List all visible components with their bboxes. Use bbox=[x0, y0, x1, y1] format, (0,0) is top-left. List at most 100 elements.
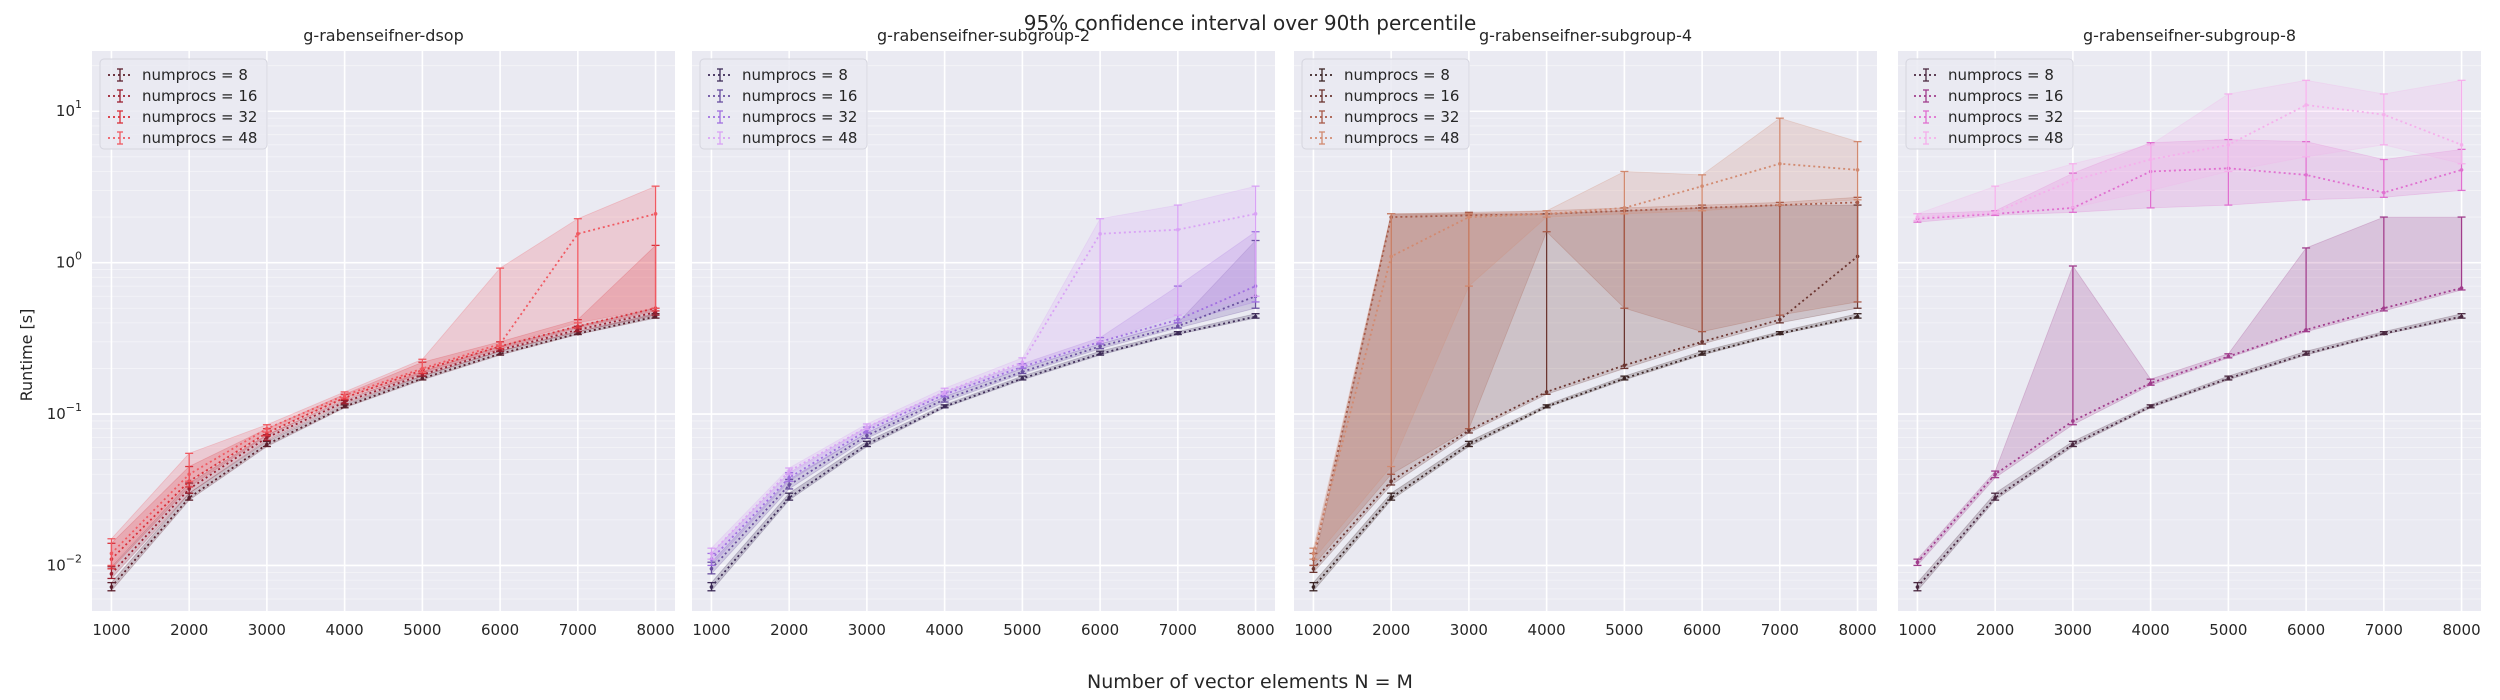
series-line bbox=[110, 213, 656, 555]
legend-label: numprocs = 16 bbox=[1948, 87, 2063, 105]
legend-label: numprocs = 16 bbox=[1344, 87, 1459, 105]
x-tick-label: 4000 bbox=[326, 621, 364, 639]
data-point bbox=[1311, 566, 1316, 571]
data-point bbox=[1389, 495, 1393, 500]
x-tick-label: 3000 bbox=[2054, 621, 2092, 639]
data-point bbox=[1176, 324, 1180, 329]
data-point bbox=[1855, 314, 1860, 319]
series-line bbox=[110, 311, 656, 575]
x-tick-label: 6000 bbox=[1081, 621, 1119, 639]
data-point bbox=[2459, 168, 2464, 172]
data-point bbox=[265, 442, 269, 447]
data-point bbox=[653, 212, 658, 216]
data-point bbox=[709, 551, 714, 556]
data-point bbox=[1915, 215, 1920, 219]
data-point bbox=[1778, 317, 1782, 322]
panel-title: g-rabenseifner-subgroup-2 bbox=[877, 26, 1090, 45]
legend-box bbox=[1301, 58, 1470, 150]
data-point bbox=[787, 475, 791, 480]
data-point bbox=[1020, 360, 1025, 364]
legend-label: numprocs = 16 bbox=[742, 87, 857, 105]
x-tick-label: 8000 bbox=[636, 621, 674, 639]
x-tick-label: 8000 bbox=[2442, 621, 2480, 639]
legend-label: numprocs = 48 bbox=[1344, 129, 1459, 147]
data-point bbox=[1855, 200, 1860, 205]
x-tick-label: 8000 bbox=[1838, 621, 1876, 639]
x-tick-label: 5000 bbox=[1605, 621, 1643, 639]
data-point bbox=[865, 425, 869, 429]
legend-label: numprocs = 8 bbox=[142, 66, 248, 84]
legend: numprocs = 8 numprocs = 16 numprocs = 32 nu… bbox=[699, 58, 868, 150]
series-line bbox=[1312, 315, 1858, 588]
data-point bbox=[576, 324, 580, 329]
data-point bbox=[2071, 442, 2075, 447]
data-point bbox=[2304, 328, 2308, 332]
legend-label: numprocs = 32 bbox=[1344, 108, 1459, 126]
data-point bbox=[1020, 370, 1025, 374]
x-tick-label: 3000 bbox=[1450, 621, 1488, 639]
data-point bbox=[787, 469, 791, 473]
x-tick-label: 3000 bbox=[248, 621, 286, 639]
panel-2: 1000 2000 3000 4000 5000 6000 7000 8000 g-rabens… bbox=[692, 26, 1275, 639]
data-point bbox=[576, 232, 580, 236]
legend: numprocs = 8 numprocs = 16 numprocs = 32 nu… bbox=[1301, 58, 1470, 150]
data-point bbox=[2304, 103, 2308, 107]
data-point bbox=[1389, 254, 1393, 259]
legend-box bbox=[1905, 58, 2074, 150]
x-tick-label: 7000 bbox=[1761, 621, 1799, 639]
data-point bbox=[2226, 354, 2231, 359]
series-line bbox=[710, 285, 1256, 560]
y-tick-exponent: 1 bbox=[75, 98, 82, 111]
legend-label: numprocs = 8 bbox=[1344, 66, 1450, 84]
legend-label: numprocs = 8 bbox=[742, 66, 848, 84]
data-point bbox=[2459, 286, 2464, 290]
data-point bbox=[787, 495, 791, 500]
x-tick-label: 7000 bbox=[1159, 621, 1197, 639]
data-point bbox=[342, 404, 347, 409]
legend-label: numprocs = 32 bbox=[742, 108, 857, 126]
data-point bbox=[1700, 184, 1704, 188]
data-point bbox=[1098, 351, 1102, 356]
data-point bbox=[187, 495, 191, 500]
data-point bbox=[2382, 331, 2386, 336]
x-tick-label: 2000 bbox=[170, 621, 208, 639]
data-point bbox=[865, 433, 869, 438]
x-tick-label: 5000 bbox=[1003, 621, 1041, 639]
series-line bbox=[710, 315, 1256, 588]
series-line bbox=[110, 315, 656, 588]
legend: numprocs = 8 numprocs = 16 numprocs = 32 nu… bbox=[1905, 58, 2074, 150]
x-tick-label: 3000 bbox=[848, 621, 886, 639]
series-line bbox=[1917, 104, 2462, 218]
x-tick-label: 5000 bbox=[2209, 621, 2247, 639]
data-point bbox=[1993, 472, 1997, 477]
data-point bbox=[576, 331, 580, 336]
data-point bbox=[1622, 376, 1627, 381]
legend-label: numprocs = 48 bbox=[1948, 129, 2063, 147]
data-point bbox=[2226, 376, 2231, 381]
data-point bbox=[420, 376, 425, 381]
y-axis-label: Runtime [s] bbox=[17, 309, 36, 402]
data-point bbox=[2459, 314, 2464, 319]
x-tick-label: 1000 bbox=[692, 621, 730, 639]
data-point bbox=[1467, 215, 1471, 219]
legend-box bbox=[699, 58, 868, 150]
data-point bbox=[265, 426, 269, 431]
x-tick-label: 2000 bbox=[1372, 621, 1410, 639]
data-point bbox=[2382, 306, 2386, 311]
data-point bbox=[2148, 157, 2153, 162]
series-line bbox=[110, 307, 656, 560]
data-point bbox=[109, 572, 114, 576]
x-tick-label: 4000 bbox=[2132, 621, 2170, 639]
data-point bbox=[1622, 206, 1627, 210]
data-point bbox=[265, 435, 269, 440]
y-tick-exponent: 0 bbox=[75, 250, 82, 263]
data-point bbox=[1700, 351, 1704, 356]
data-point bbox=[1020, 365, 1025, 369]
x-axis-label: Number of vector elements N = M bbox=[1087, 671, 1413, 693]
data-point bbox=[1253, 212, 1258, 216]
data-point bbox=[576, 328, 580, 332]
series-line bbox=[1917, 167, 2462, 220]
data-point bbox=[709, 585, 714, 589]
data-point bbox=[1253, 314, 1258, 319]
